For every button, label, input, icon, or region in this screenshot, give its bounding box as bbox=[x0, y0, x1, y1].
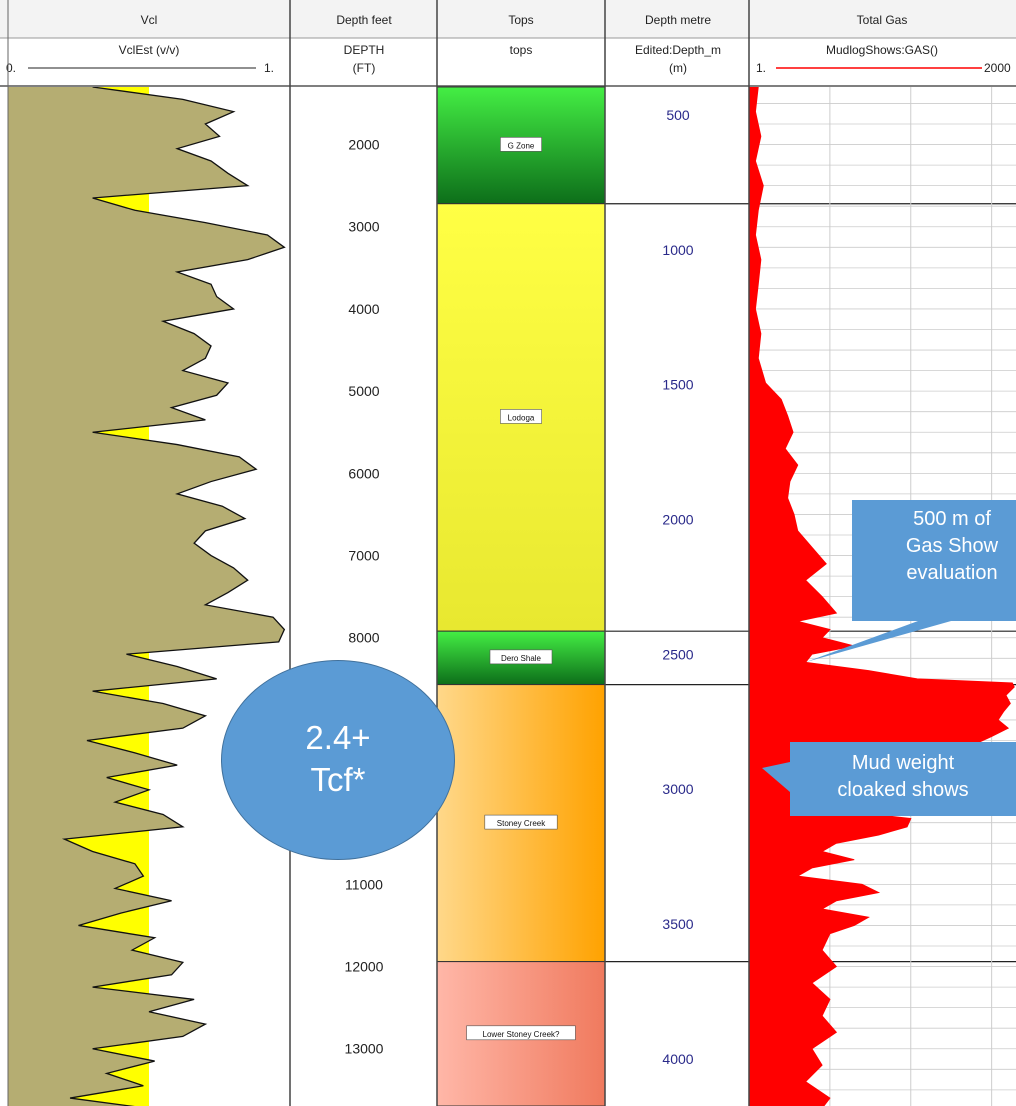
gas-show-callout-pointer bbox=[806, 610, 990, 662]
depth-ft-unit: (FT) bbox=[353, 61, 376, 75]
gas-show-callout-line-3: evaluation bbox=[906, 562, 998, 584]
depth-ft-tick-label: 5000 bbox=[348, 383, 379, 399]
depth-m-tick-label: 3000 bbox=[662, 781, 693, 797]
resource-estimate-badge: 2.4+ Tcf* bbox=[221, 660, 455, 860]
vcl-curve-name: VclEst (v/v) bbox=[119, 43, 180, 57]
depth-m-tick-label: 3500 bbox=[662, 916, 693, 932]
formation-top-label: Stoney Creek bbox=[497, 819, 546, 828]
mud-weight-callout: Mud weight cloaked shows bbox=[790, 742, 1016, 816]
depth-m-tick-label: 4000 bbox=[662, 1051, 693, 1067]
formation-top-label: Dero Shale bbox=[501, 654, 542, 663]
depth-m-curve-name: Edited:Depth_m bbox=[635, 43, 721, 57]
depth-m-tick-label: 2000 bbox=[662, 512, 693, 528]
vcl-shale-fill bbox=[8, 87, 285, 1106]
depth-ft-tick-label: 7000 bbox=[348, 548, 379, 564]
resource-estimate-value: 2.4+ bbox=[305, 719, 371, 756]
gas-show-callout-line-1: 500 m of bbox=[913, 508, 991, 530]
depth-ft-tick-label: 11000 bbox=[345, 876, 383, 892]
formation-top-label: Lodoga bbox=[508, 413, 535, 422]
gas-track bbox=[749, 87, 1015, 1106]
depth-ft-curve-name: DEPTH bbox=[344, 43, 385, 57]
formation-top-label: Lower Stoney Creek? bbox=[483, 1030, 560, 1039]
track-header-total-gas: Total Gas bbox=[857, 13, 908, 27]
formation-top-label-box bbox=[484, 814, 558, 830]
gas-show-callout: 500 m of Gas Show evaluation bbox=[852, 500, 1016, 621]
depth-ft-tick-label: 12000 bbox=[345, 959, 384, 975]
depth-ft-tick-label: 4000 bbox=[348, 301, 379, 317]
track-header-depth-feet: Depth feet bbox=[336, 13, 392, 27]
vcl-curve bbox=[61, 87, 286, 1106]
track-header-tops: Tops bbox=[508, 13, 533, 27]
depth-m-tick-label: 2500 bbox=[662, 646, 693, 662]
gas-show-callout-line-2: Gas Show bbox=[905, 535, 999, 557]
tops-track: G Zone Lodoga Dero Shale Stoney Creek Lower … bbox=[436, 86, 606, 1106]
mud-weight-callout-line-1: Mud weight bbox=[851, 752, 955, 774]
mud-weight-callout-pointer bbox=[762, 762, 790, 792]
gas-curve-fill bbox=[749, 87, 1015, 1106]
gas-curve-name: MudlogShows:GAS() bbox=[826, 43, 938, 57]
depth-m-unit: (m) bbox=[669, 61, 687, 75]
track-header-depth-metre: Depth metre bbox=[645, 13, 711, 27]
gas-scale-max: 2000 bbox=[984, 61, 1011, 75]
depth-ft-tick-label: 13000 bbox=[345, 1041, 384, 1057]
formation-top-label-box bbox=[489, 649, 553, 665]
depth-ft-tick-label: 8000 bbox=[348, 630, 379, 646]
depth-m-tick-label: 500 bbox=[666, 107, 690, 123]
depth-m-tick-label: 1000 bbox=[662, 242, 693, 258]
depth-feet-track: 2000 3000 4000 5000 6000 7000 8000 11000 12000 13… bbox=[345, 137, 384, 1057]
formation-top-label-box bbox=[500, 409, 542, 424]
formation-top-label-box bbox=[500, 137, 542, 152]
depth-ft-tick-label: 2000 bbox=[348, 137, 379, 153]
tops-curve-name: tops bbox=[510, 43, 533, 57]
resource-estimate-unit: Tcf* bbox=[310, 761, 366, 798]
header-track-names-band bbox=[0, 0, 1016, 38]
vcl-track bbox=[8, 87, 286, 1106]
formation-top-label: G Zone bbox=[508, 141, 535, 150]
mud-weight-callout-line-2: cloaked shows bbox=[837, 779, 969, 801]
formation-top-label-box bbox=[466, 1025, 576, 1041]
vcl-scale-min: 0. bbox=[6, 61, 16, 75]
gas-scale-min: 1. bbox=[756, 61, 766, 75]
depth-ft-tick-label: 3000 bbox=[348, 219, 379, 235]
depth-m-tick-label: 1500 bbox=[662, 377, 693, 393]
depth-ft-tick-label: 6000 bbox=[348, 465, 379, 481]
track-header-vcl: Vcl bbox=[141, 13, 158, 27]
vcl-scale-max: 1. bbox=[264, 61, 274, 75]
